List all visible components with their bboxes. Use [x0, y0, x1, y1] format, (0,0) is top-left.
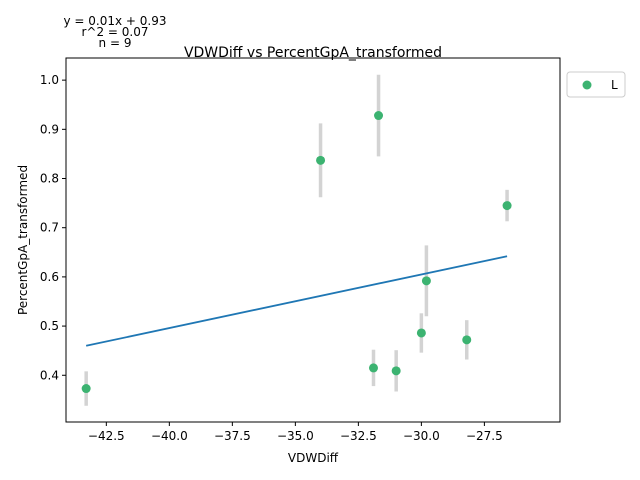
data-point: [316, 155, 326, 165]
sample-count: n = 9: [99, 36, 132, 50]
data-point: [391, 366, 401, 376]
x-tick-label: −42.5: [88, 429, 125, 443]
plot-frame: [65, 57, 561, 423]
x-axis-ticks: −42.5 −40.0 −37.5 −35.0 −32.5 −30.0 −27.5: [88, 422, 503, 443]
data-point: [502, 201, 512, 211]
fit-equation: y = 0.01x + 0.93: [63, 14, 166, 28]
chart-title: VDWDiff vs PercentGpA_transformed: [184, 45, 442, 61]
y-axis-label: PercentGpA_transformed: [16, 165, 30, 315]
x-tick-label: −37.5: [214, 429, 251, 443]
legend: L: [566, 71, 626, 98]
x-tick-label: −40.0: [151, 429, 188, 443]
y-tick-label: 0.5: [40, 319, 59, 333]
data-point: [81, 384, 91, 394]
error-bars: [84, 74, 509, 406]
r-squared: r^2 = 0.07: [81, 25, 148, 39]
regression-line: [85, 255, 508, 347]
legend-marker: [582, 80, 592, 90]
x-axis-label: VDWDiff: [288, 451, 339, 465]
x-tick-label: −27.5: [466, 429, 503, 443]
legend-frame: [566, 71, 626, 98]
data-point: [416, 328, 426, 338]
y-tick-label: 0.4: [40, 368, 59, 382]
data-point: [421, 276, 431, 286]
x-tick-label: −35.0: [277, 429, 314, 443]
fit-line-group: [85, 255, 508, 347]
x-tick-label: −32.5: [340, 429, 377, 443]
data-point: [462, 335, 472, 345]
y-tick-label: 0.8: [40, 172, 59, 186]
y-tick-label: 0.6: [40, 270, 59, 284]
x-tick-label: −30.0: [403, 429, 440, 443]
y-axis-ticks: 0.4 0.5 0.6 0.7 0.8 0.9 1.0: [40, 73, 66, 382]
legend-label: L: [611, 78, 618, 92]
y-tick-label: 0.7: [40, 221, 59, 235]
data-point: [374, 111, 384, 121]
y-tick-label: 1.0: [40, 73, 59, 87]
y-tick-label: 0.9: [40, 122, 59, 136]
data-point: [368, 363, 378, 373]
data-points: [81, 111, 512, 394]
stats-annotation: y = 0.01x + 0.93 r^2 = 0.07 n = 9: [63, 14, 166, 50]
